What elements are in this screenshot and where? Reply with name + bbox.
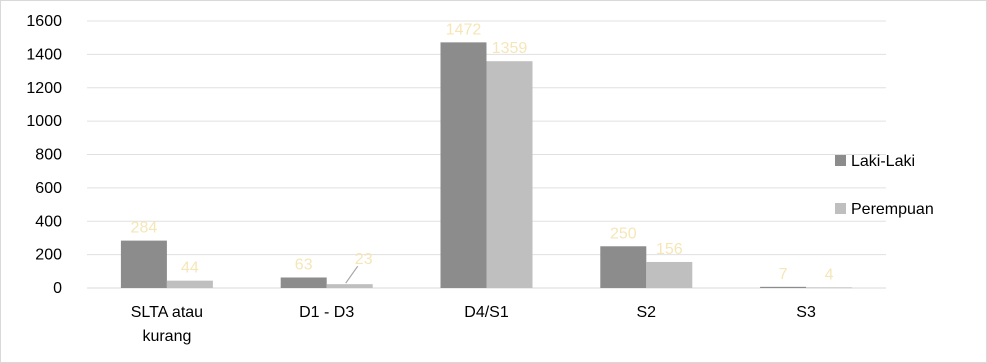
data-label: 44 — [181, 260, 199, 277]
bar-perempuan — [646, 261, 693, 288]
bar-laki-laki — [120, 240, 167, 288]
x-tick-label: kurang — [142, 328, 191, 345]
x-tick-label: S3 — [796, 304, 816, 321]
y-tick-label: 1000 — [26, 113, 62, 130]
bar-perempuan — [326, 284, 373, 288]
y-tick-label: 400 — [35, 213, 62, 230]
x-tick-label: D4/S1 — [464, 304, 509, 321]
bar-laki-laki — [600, 246, 647, 288]
x-tick-label: D1 - D3 — [299, 304, 354, 321]
y-tick-label: 1400 — [26, 46, 62, 63]
bar-perempuan — [486, 61, 533, 288]
y-tick-label: 800 — [35, 147, 62, 164]
data-label: 23 — [355, 251, 373, 268]
data-label: 4 — [825, 266, 834, 283]
bar-laki-laki — [440, 42, 487, 288]
legend-swatch — [835, 155, 846, 166]
data-label: 7 — [779, 266, 788, 283]
bar-perempuan — [166, 280, 213, 288]
y-tick-label: 0 — [53, 280, 62, 297]
legend-swatch — [835, 203, 846, 214]
legend-label: Laki-Laki — [851, 153, 915, 170]
data-label: 63 — [295, 256, 313, 273]
data-label: 284 — [131, 220, 158, 237]
data-label: 156 — [656, 241, 683, 258]
data-label: 1472 — [446, 21, 482, 38]
bar-perempuan — [806, 287, 853, 289]
y-tick-label: 200 — [35, 247, 62, 264]
legend-label: Perempuan — [851, 201, 934, 218]
bar-laki-laki — [760, 286, 807, 288]
x-tick-label: SLTA atau — [131, 304, 203, 321]
y-tick-label: 1600 — [26, 13, 62, 30]
data-label: 250 — [610, 225, 637, 242]
bar-laki-laki — [280, 277, 327, 288]
y-tick-label: 1200 — [26, 80, 62, 97]
x-tick-label: S2 — [637, 304, 657, 321]
data-label: 1359 — [492, 40, 528, 57]
data-label-leader — [345, 265, 359, 284]
y-tick-label: 600 — [35, 180, 62, 197]
